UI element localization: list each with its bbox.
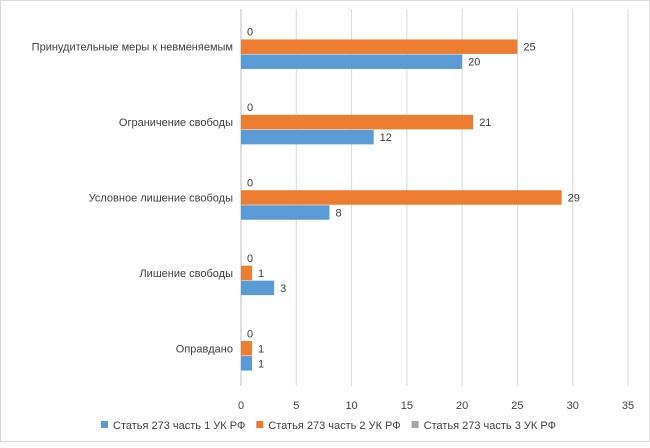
bar bbox=[241, 190, 562, 205]
data-label: 12 bbox=[380, 132, 392, 144]
legend-swatch bbox=[101, 421, 108, 428]
x-tick-label: 35 bbox=[622, 400, 634, 412]
bar bbox=[241, 205, 330, 220]
data-label: 20 bbox=[468, 57, 480, 69]
data-label: 1 bbox=[258, 343, 264, 355]
data-label: 0 bbox=[247, 328, 253, 340]
legend-label: Статья 273 часть 1 УК РФ bbox=[113, 420, 245, 432]
bar bbox=[241, 129, 374, 145]
x-tick-label: 25 bbox=[511, 400, 523, 412]
legend-label: Статья 273 часть 2 УК РФ bbox=[268, 420, 400, 432]
bar bbox=[241, 265, 253, 281]
data-label: 21 bbox=[479, 117, 491, 129]
data-label: 3 bbox=[280, 283, 286, 295]
x-tick-label: 30 bbox=[567, 400, 579, 412]
data-label: 29 bbox=[568, 193, 580, 205]
data-label: 0 bbox=[247, 27, 253, 39]
x-tick-label: 15 bbox=[401, 400, 413, 412]
bar bbox=[241, 280, 275, 296]
x-tick-label: 20 bbox=[456, 400, 468, 412]
bar bbox=[241, 39, 518, 54]
legend-swatch bbox=[256, 421, 264, 428]
data-label: 0 bbox=[247, 178, 253, 190]
category-label: Принудительные меры к невменяемым bbox=[32, 42, 233, 54]
x-tick-label: 5 bbox=[293, 400, 299, 412]
bar bbox=[241, 356, 253, 371]
data-label: 0 bbox=[247, 102, 253, 114]
category-label: Условное лишение свободы bbox=[89, 193, 233, 205]
x-tick-label: 0 bbox=[238, 400, 244, 412]
data-label: 8 bbox=[335, 208, 341, 220]
data-label: 0 bbox=[247, 253, 253, 265]
data-label: 25 bbox=[523, 42, 535, 54]
category-label: Оправдано bbox=[176, 343, 233, 355]
bar bbox=[241, 54, 463, 69]
data-label: 1 bbox=[258, 358, 264, 370]
bar bbox=[241, 341, 253, 356]
category-label: Ограничение свободы bbox=[119, 117, 233, 129]
bar bbox=[241, 114, 474, 130]
category-label: Лишение свободы bbox=[139, 268, 233, 280]
legend-label: Статья 273 часть 3 УК РФ bbox=[424, 420, 556, 432]
data-label: 1 bbox=[258, 268, 264, 280]
x-tick-label: 10 bbox=[345, 400, 357, 412]
legend-swatch bbox=[411, 421, 419, 428]
